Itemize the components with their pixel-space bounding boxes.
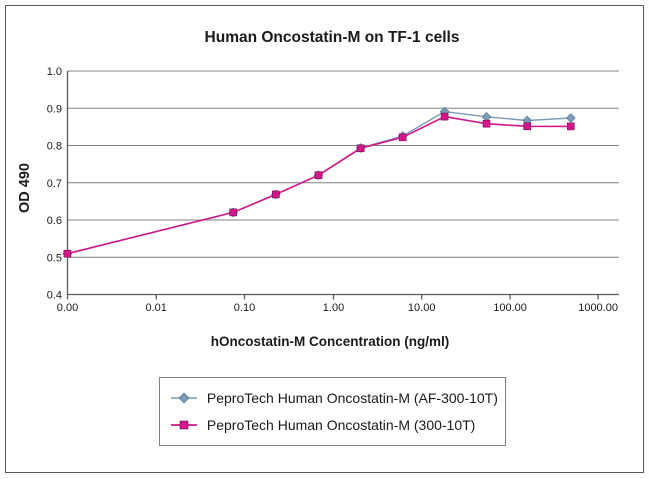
svg-text:1.0: 1.0	[47, 66, 62, 78]
svg-text:0.01: 0.01	[145, 302, 166, 314]
svg-text:1000.00: 1000.00	[578, 302, 618, 314]
svg-text:0.10: 0.10	[234, 302, 255, 314]
svg-text:1.00: 1.00	[323, 302, 344, 314]
svg-text:0.5: 0.5	[47, 252, 62, 264]
svg-text:0.8: 0.8	[47, 141, 62, 153]
svg-text:10.00: 10.00	[408, 302, 436, 314]
svg-text:0.4: 0.4	[47, 290, 62, 302]
svg-text:100.00: 100.00	[493, 302, 527, 314]
svg-text:0.00: 0.00	[57, 302, 78, 314]
svg-text:0.7: 0.7	[47, 178, 62, 190]
svg-text:0.6: 0.6	[47, 215, 62, 227]
svg-text:0.9: 0.9	[47, 103, 62, 115]
